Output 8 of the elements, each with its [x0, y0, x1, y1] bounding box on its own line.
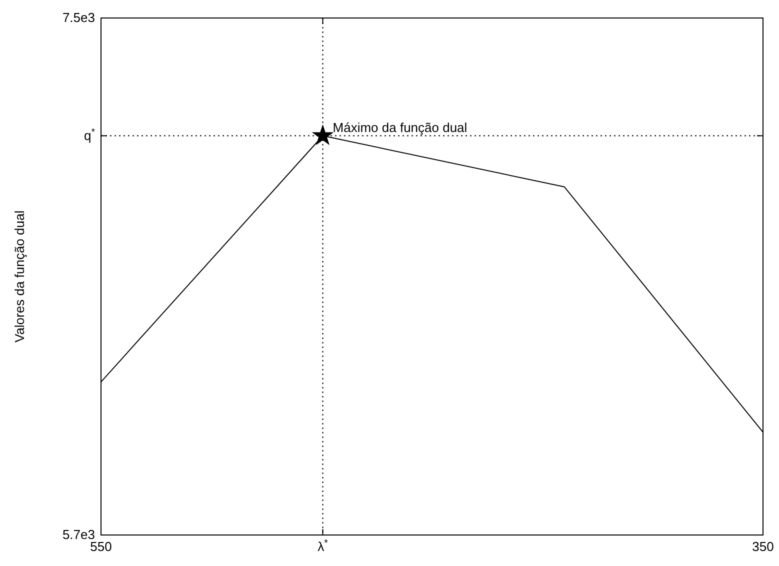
y-axis-title: Valores da função dual [12, 210, 27, 343]
y-tick-label: 5.7e3 [62, 527, 95, 542]
x-tick-label: 350 [752, 539, 774, 554]
x-tick-label: λ$^{*}$ [318, 538, 328, 554]
y-tick-label: 7.5e3 [62, 10, 95, 25]
y-tick-label: q$^{*}$ [84, 126, 96, 143]
annotation: Máximo da função dual [332, 120, 468, 135]
x-tick-label: 550 [90, 539, 112, 554]
